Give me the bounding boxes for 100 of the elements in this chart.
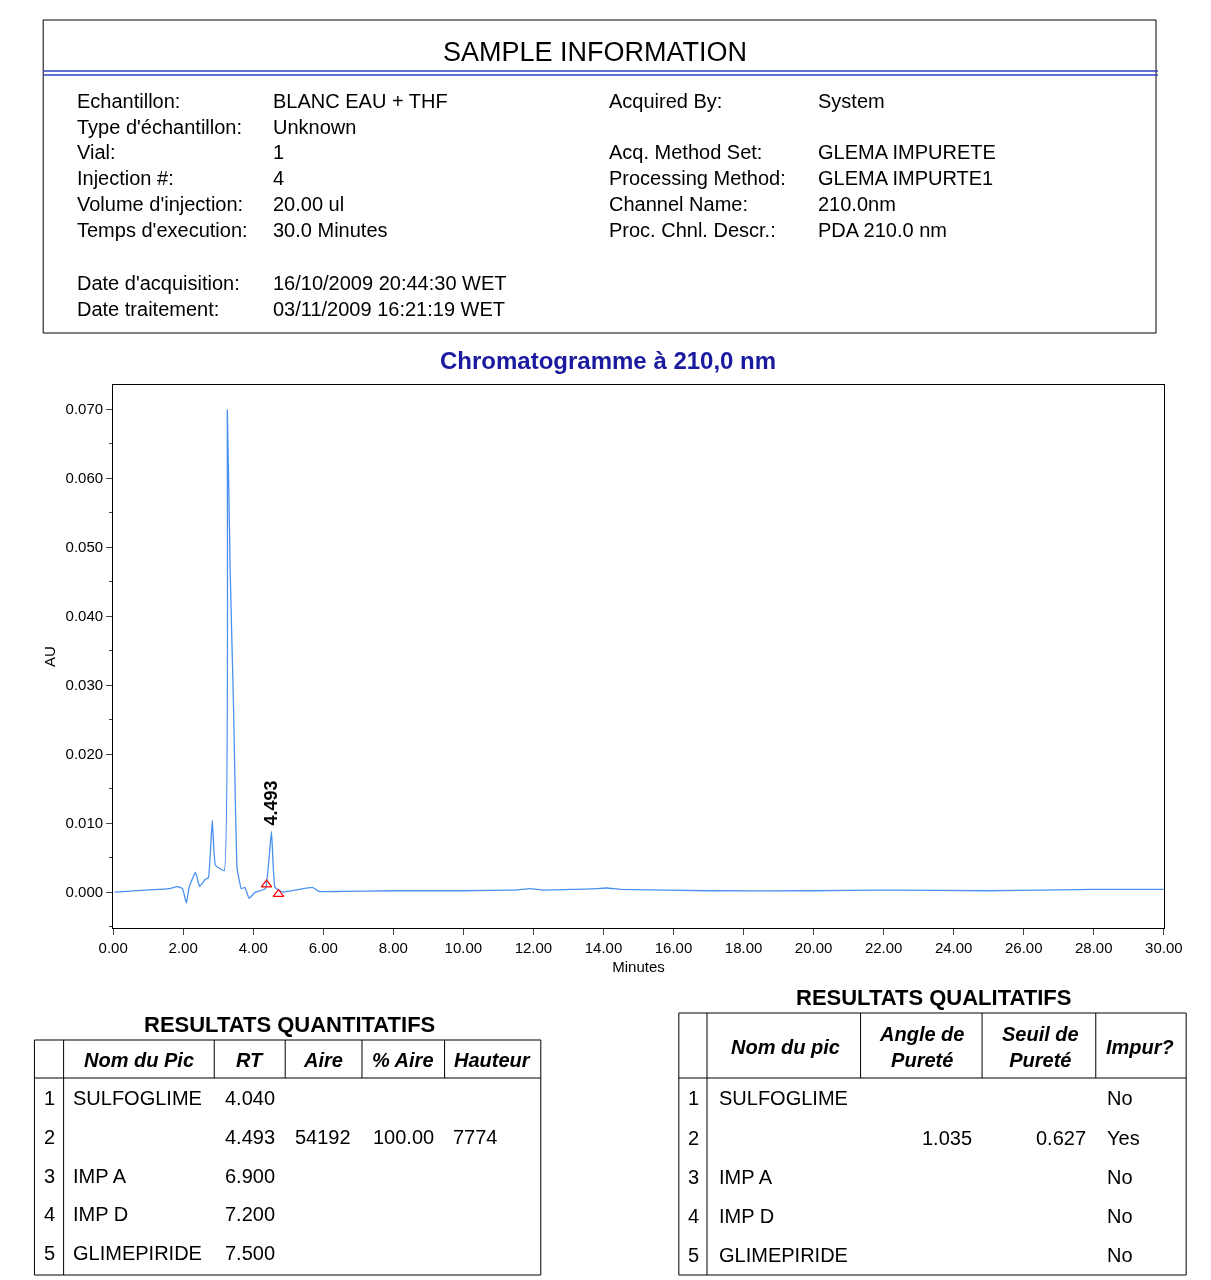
text: % Aire xyxy=(372,1049,434,1071)
text: Aire xyxy=(303,1049,343,1071)
text: Yes xyxy=(1107,1127,1140,1149)
text: 1.035 xyxy=(922,1127,973,1149)
line-series xyxy=(113,409,1164,904)
y-tick-label: 0.070 xyxy=(65,400,104,418)
text: GLEMA IMPURETE xyxy=(818,141,996,163)
text: Echantillon: xyxy=(77,90,181,112)
text: Processing Method: xyxy=(609,167,786,189)
text: GLEMA IMPURTE1 xyxy=(818,167,994,189)
text: Injection #: xyxy=(77,167,174,189)
text: No xyxy=(1107,1244,1133,1266)
text: Volume d'injection: xyxy=(77,193,244,215)
x-tick-label: 20.00 xyxy=(794,939,833,956)
x-tick-label: 8.00 xyxy=(378,939,408,956)
x-axis-title: Minutes xyxy=(612,958,665,975)
annotation: 4.493 xyxy=(260,780,281,826)
text: RESULTATS QUANTITATIFS xyxy=(144,1012,436,1037)
text: RESULTATS QUALITATIFS xyxy=(796,985,1072,1010)
x-tick-label: 26.00 xyxy=(1004,939,1043,956)
text: Channel Name: xyxy=(609,193,748,215)
text: 30.0 Minutes xyxy=(273,219,388,241)
text: 0.627 xyxy=(1036,1127,1087,1149)
text: IMP D xyxy=(719,1205,775,1227)
text: 20.00 ul xyxy=(273,193,345,215)
x-tick-label: 22.00 xyxy=(864,939,903,956)
text: 03/11/2009 16:21:19 WET xyxy=(273,298,506,320)
text: GLIMEPIRIDE xyxy=(719,1244,848,1266)
text: 4 xyxy=(273,167,285,189)
text: 4.493 xyxy=(225,1126,276,1148)
y-tick-label: 0.010 xyxy=(65,814,104,832)
text: No xyxy=(1107,1087,1133,1109)
x-tick-label: 12.00 xyxy=(514,939,553,956)
y-tick-label: 0.060 xyxy=(65,469,104,487)
text: SULFOGLIME xyxy=(73,1087,202,1109)
y-tick-label: 0.040 xyxy=(65,607,104,625)
y-tick-label: 0.050 xyxy=(65,538,104,556)
text: Temps d'execution: xyxy=(77,219,248,241)
text: 100.00 xyxy=(373,1126,435,1148)
text: Acquired By: xyxy=(609,90,723,112)
text: Seuil de Pureté xyxy=(1002,1023,1079,1071)
text: No xyxy=(1107,1166,1133,1188)
text: 1 xyxy=(273,141,285,163)
y-tick-label: 0.020 xyxy=(65,745,104,763)
text: 16/10/2009 20:44:30 WET xyxy=(273,272,507,294)
x-tick-label: 10.00 xyxy=(444,939,483,956)
text: 7774 xyxy=(453,1126,498,1148)
x-tick-label: 16.00 xyxy=(654,939,693,956)
text: 1 xyxy=(688,1087,700,1109)
text: 3 xyxy=(688,1166,700,1188)
text: PDA 210.0 nm xyxy=(818,219,947,241)
text: 4.040 xyxy=(225,1087,276,1109)
text: Vial: xyxy=(77,141,116,163)
text: Proc. Chnl. Descr.: xyxy=(609,219,776,241)
text: 3 xyxy=(44,1165,56,1187)
text: 7.500 xyxy=(225,1242,276,1264)
text: Angle de Pureté xyxy=(879,1023,965,1071)
text: BLANC EAU + THF xyxy=(273,90,448,112)
text: 4 xyxy=(688,1205,700,1227)
text: 2 xyxy=(44,1126,56,1148)
x-tick-label: 0.00 xyxy=(98,939,128,956)
text: Unknown xyxy=(273,116,357,138)
text: RT xyxy=(236,1049,265,1071)
text: 2 xyxy=(688,1127,700,1149)
x-tick-label: 24.00 xyxy=(934,939,973,956)
text: 7.200 xyxy=(225,1203,276,1225)
text: Date d'acquisition: xyxy=(77,272,240,294)
text: 1 xyxy=(44,1087,56,1109)
text: Hauteur xyxy=(454,1049,531,1071)
text: 210.0nm xyxy=(818,193,896,215)
text: 5 xyxy=(44,1242,56,1264)
x-tick-label: 6.00 xyxy=(308,939,338,956)
x-tick-label: 4.00 xyxy=(238,939,268,956)
text: SULFOGLIME xyxy=(719,1087,848,1109)
text: GLIMEPIRIDE xyxy=(73,1242,202,1264)
x-tick-label: 28.00 xyxy=(1075,939,1113,956)
x-tick-label: 18.00 xyxy=(724,939,763,956)
text: 5 xyxy=(688,1244,700,1266)
text: 6.900 xyxy=(225,1165,276,1187)
x-tick-label: 2.00 xyxy=(168,939,198,956)
text: IMP D xyxy=(73,1203,129,1225)
text: SAMPLE INFORMATION xyxy=(443,37,748,67)
text: System xyxy=(818,90,885,112)
text: Nom du pic xyxy=(731,1036,840,1058)
y-axis-title: AU xyxy=(40,646,58,667)
text: 4 xyxy=(44,1203,56,1225)
text: Date traitement: xyxy=(77,298,220,320)
text: IMP A xyxy=(719,1166,773,1188)
text: Impur? xyxy=(1106,1036,1174,1058)
text: No xyxy=(1107,1205,1133,1227)
text: Nom du Pic xyxy=(84,1049,195,1071)
x-tick-label: 14.00 xyxy=(584,939,623,956)
text: Acq. Method Set: xyxy=(609,141,763,163)
chart-title: Chromatogramme à 210,0 nm xyxy=(440,347,777,374)
y-tick-label: 0.000 xyxy=(65,883,104,901)
text: 54192 xyxy=(295,1126,351,1148)
y-tick-label: 0.030 xyxy=(65,676,104,694)
text: Type d'échantillon: xyxy=(77,116,243,138)
text: IMP A xyxy=(73,1165,127,1187)
x-tick-label: 30.00 xyxy=(1145,939,1183,956)
